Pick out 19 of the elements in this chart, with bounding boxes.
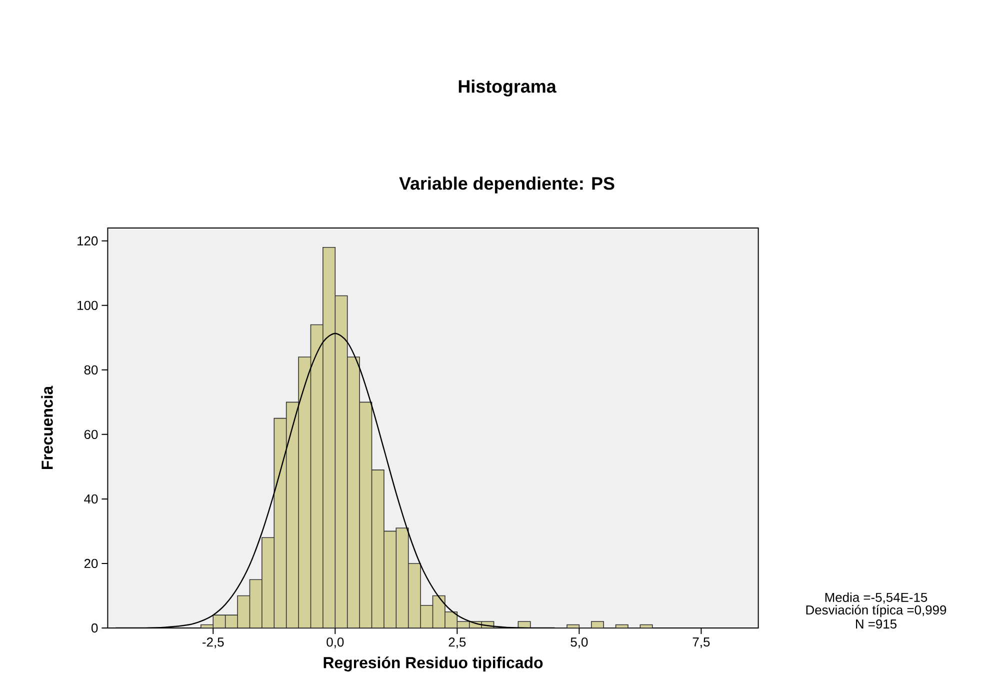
x-tick-label: 0,0 [326,638,344,648]
chart-subtitle: Variable dependiente: PS [399,176,614,194]
y-tick-label: 100 [78,300,98,310]
text: N =915 [856,619,896,629]
x-tick-label: 2,5 [448,638,466,648]
x-tick-label: -2,5 [202,638,224,648]
x-axis-title: Regresión Residuo tipificado [324,656,543,672]
text: Desviación típica =0,999 [806,604,946,618]
chart-title: Histograma [458,80,556,96]
y-tick-label: 20 [84,558,98,568]
y-tick-label: 40 [84,494,98,504]
y-tick-label: 120 [78,236,98,246]
y-tick-label: 0 [91,623,98,633]
x-tick-label: 5,0 [570,638,588,648]
text: Media =-5,54E-15 [825,592,928,604]
y-tick-label: 60 [84,430,98,440]
y-tick-label: 80 [84,365,98,374]
x-tick-label: 7,5 [692,638,710,648]
y-axis-title: Frecuencia [41,386,53,470]
